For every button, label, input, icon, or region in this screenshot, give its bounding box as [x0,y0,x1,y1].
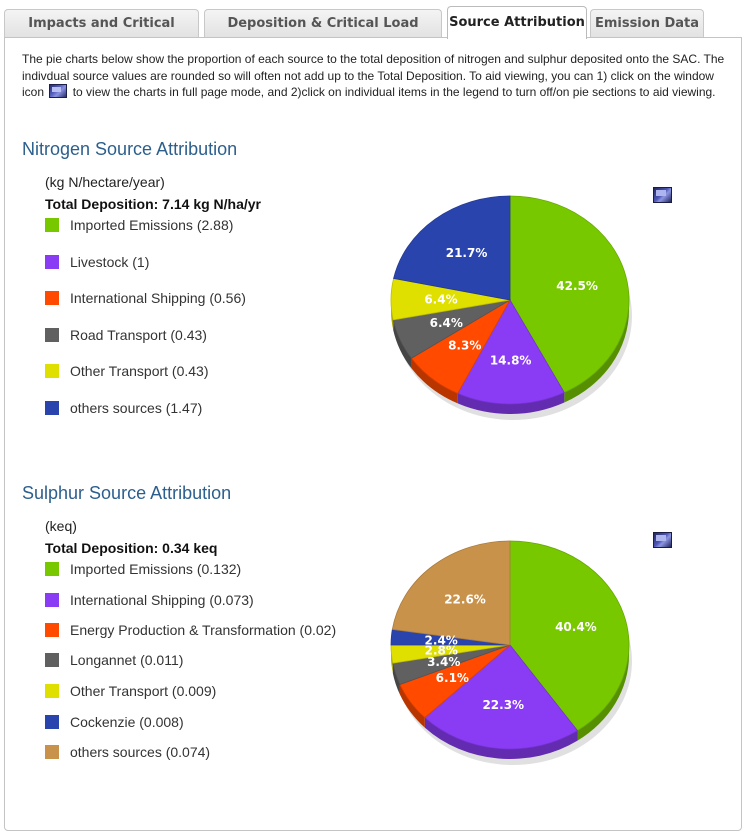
nitrogen-unit: (kg N/hectare/year) [45,174,165,190]
pie-slice-label: 42.5% [556,279,598,293]
tab-emission-data[interactable]: Emission Data [590,9,704,37]
pie-slice-label: 2.8% [425,643,458,657]
legend-label: International Shipping (0.073) [70,592,254,608]
sulphur-fullpage-window-icon[interactable] [653,532,672,548]
sulphur-total-deposition: Total Deposition: 0.34 keq [45,540,218,556]
nitrogen-pie-chart: 42.5% 14.8% 8.3% 6.4% 6.4% 21.7% [390,195,632,420]
legend-label: others sources (0.074) [70,744,211,760]
legend-label: Longannet (0.011) [70,652,184,668]
legend-label: Livestock (1) [70,254,150,270]
legend-label: Energy Production & Transformation (0.02… [70,622,337,638]
legend-swatch [45,745,59,759]
legend-swatch [45,401,59,415]
pie-slice-label: 8.3% [448,339,481,353]
pie-slice[interactable] [509,195,630,394]
nitrogen-legend-item[interactable]: others sources (1.47) [45,400,202,418]
nitrogen-section-title: Nitrogen Source Attribution [22,139,238,159]
intro-text-part1: The pie charts below show the proportion… [22,52,725,99]
pie-slice[interactable] [509,540,630,732]
window-icon [49,84,68,98]
pie-slice-side [424,717,578,759]
pie-slice-side [393,319,412,369]
legend-label: International Shipping (0.56) [70,290,246,306]
pie-slice[interactable] [424,644,579,750]
pie-slice-label: 6.1% [436,671,469,685]
sulphur-pie-chart: 40.4% 22.3% 6.1% 3.4%2.8%2.4% 22.6% [390,540,632,765]
legend-swatch [45,328,59,342]
pie-slice-side [577,645,629,741]
sulphur-legend-item[interactable]: others sources (0.074) [45,744,210,762]
intro-text: The pie charts below show the proportion… [22,51,732,101]
legend-swatch [45,562,59,576]
pie-slice[interactable] [393,195,511,301]
pie-slice-label: 22.3% [482,698,524,712]
tab-impacts-critical-loads[interactable]: Impacts and Critical Loads [4,9,199,59]
legend-label: others sources (1.47) [70,400,203,416]
legend-swatch [45,255,59,269]
tab-bar: Impacts and Critical Loads Deposition & … [4,6,744,59]
legend-label: Road Transport (0.43) [70,327,207,343]
pie-slice-side [564,300,629,403]
pie-slice-label: 6.4% [424,293,457,307]
legend-label: Cockenzie (0.008) [70,714,184,730]
legend-label: Imported Emissions (2.88) [70,217,234,233]
source-attribution-panel [4,37,742,831]
sulphur-legend-item[interactable]: Cockenzie (0.008) [45,714,184,732]
legend-swatch [45,593,59,607]
pie-slice-side [457,392,565,414]
pie-slice[interactable] [391,540,511,646]
legend-swatch [45,291,59,305]
intro-text-part2: to view the charts in full page mode, an… [72,85,716,99]
pie-slice-label: 21.7% [446,246,488,260]
tab-source-attribution[interactable]: Source Attribution [447,6,587,39]
sulphur-section-title: Sulphur Source Attribution [22,483,232,503]
nitrogen-legend-item[interactable]: International Shipping (0.56) [45,290,246,308]
legend-swatch [45,684,59,698]
sulphur-legend-item[interactable]: International Shipping (0.073) [45,592,254,610]
legend-swatch [45,623,59,637]
nitrogen-legend-item[interactable]: Imported Emissions (2.88) [45,217,233,235]
pie-slice-label: 40.4% [555,620,597,634]
nitrogen-fullpage-window-icon[interactable] [653,187,672,203]
legend-swatch [45,653,59,667]
legend-label: Imported Emissions (0.132) [70,561,242,577]
legend-label: Other Transport (0.43) [70,363,209,379]
pie-slice-label: 14.8% [490,353,532,367]
legend-swatch [45,364,59,378]
sulphur-unit: (keq) [45,518,77,534]
nitrogen-legend-item[interactable]: Road Transport (0.43) [45,327,207,345]
nitrogen-legend-item[interactable]: Other Transport (0.43) [45,363,209,381]
pie-slice-label: 3.4% [427,655,460,669]
pie-slice-label: 6.4% [430,316,463,330]
pie-slice-label: 22.6% [444,592,486,606]
nitrogen-total-deposition: Total Deposition: 7.14 kg N/ha/yr [45,196,262,212]
sulphur-legend-item[interactable]: Longannet (0.011) [45,652,183,670]
sulphur-legend-item[interactable]: Other Transport (0.009) [45,683,216,701]
pie-slice-side [399,684,425,728]
pie-slice-label: 2.4% [425,633,458,647]
nitrogen-legend-item[interactable]: Livestock (1) [45,254,149,272]
legend-swatch [45,218,59,232]
pie-slice[interactable] [457,299,565,405]
legend-swatch [45,715,59,729]
sulphur-legend-item[interactable]: Imported Emissions (0.132) [45,561,241,579]
legend-label: Other Transport (0.009) [70,683,217,699]
tab-deposition-critical-load-graphs[interactable]: Deposition & Critical Load Graphs [204,9,442,59]
sulphur-legend-item[interactable]: Energy Production & Transformation (0.02… [45,622,336,640]
